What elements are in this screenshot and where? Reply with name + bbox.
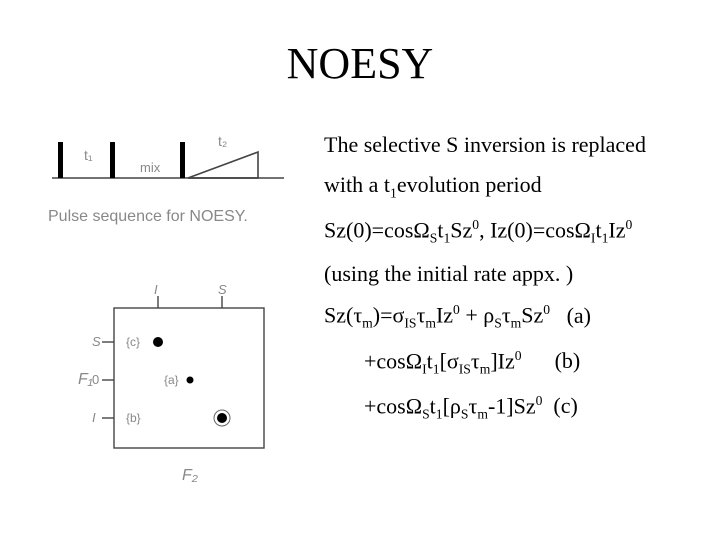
line-1: The selective S inversion is replaced [324,134,704,156]
tag-a: (a) [567,305,591,327]
peak-c-label: {c} [126,335,140,349]
eq-c: +cosΩSt1[ρSτm-1]Sz0 (c) [324,394,704,421]
pulse-sequence-diagram: t₁ mix t₂ [48,128,308,198]
text-column: The selective S inversion is replaced wi… [324,134,704,439]
I-left-label: I [92,410,96,425]
eq-initial: Sz(0)=cosΩSt1Sz0, Iz(0)=cosΩIt1Iz0 [324,218,704,245]
eq-a: Sz(τm)=σISτmIz0 + ρSτmSz0 (a) [324,303,704,330]
slide-root: NOESY t₁ mix t₂ Pulse sequence for NOESY… [0,0,720,540]
S-left-label: S [92,334,101,349]
page-title: NOESY [0,38,720,89]
zero-label: 0 [92,372,99,387]
pulse-sequence-caption: Pulse sequence for NOESY. [48,208,308,226]
peaks-diagram: F₁ F₂ I S S 0 I {c} {a} {b} [48,284,308,494]
mix-label: mix [140,160,161,175]
F1-label: F₁ [78,371,93,388]
peak-a-label: {a} [164,373,179,387]
peak-b-label: {b} [126,411,141,425]
tag-b: (b) [555,350,581,372]
tag-c: (c) [553,395,577,417]
I-top-label: I [154,284,158,297]
line-2: with a t1evolution period [324,174,704,200]
S-top-label: S [218,284,227,297]
t1-label: t₁ [84,147,93,163]
peak-c-dot [153,337,163,347]
eq-b: +cosΩIt1[σISτm]Iz0 (b) [324,349,704,376]
peak-b-dot [217,413,227,423]
peak-a-dot [187,377,194,384]
t2-label: t₂ [218,133,227,149]
line-3: (using the initial rate appx. ) [324,263,704,285]
F2-label: F₂ [182,467,198,484]
